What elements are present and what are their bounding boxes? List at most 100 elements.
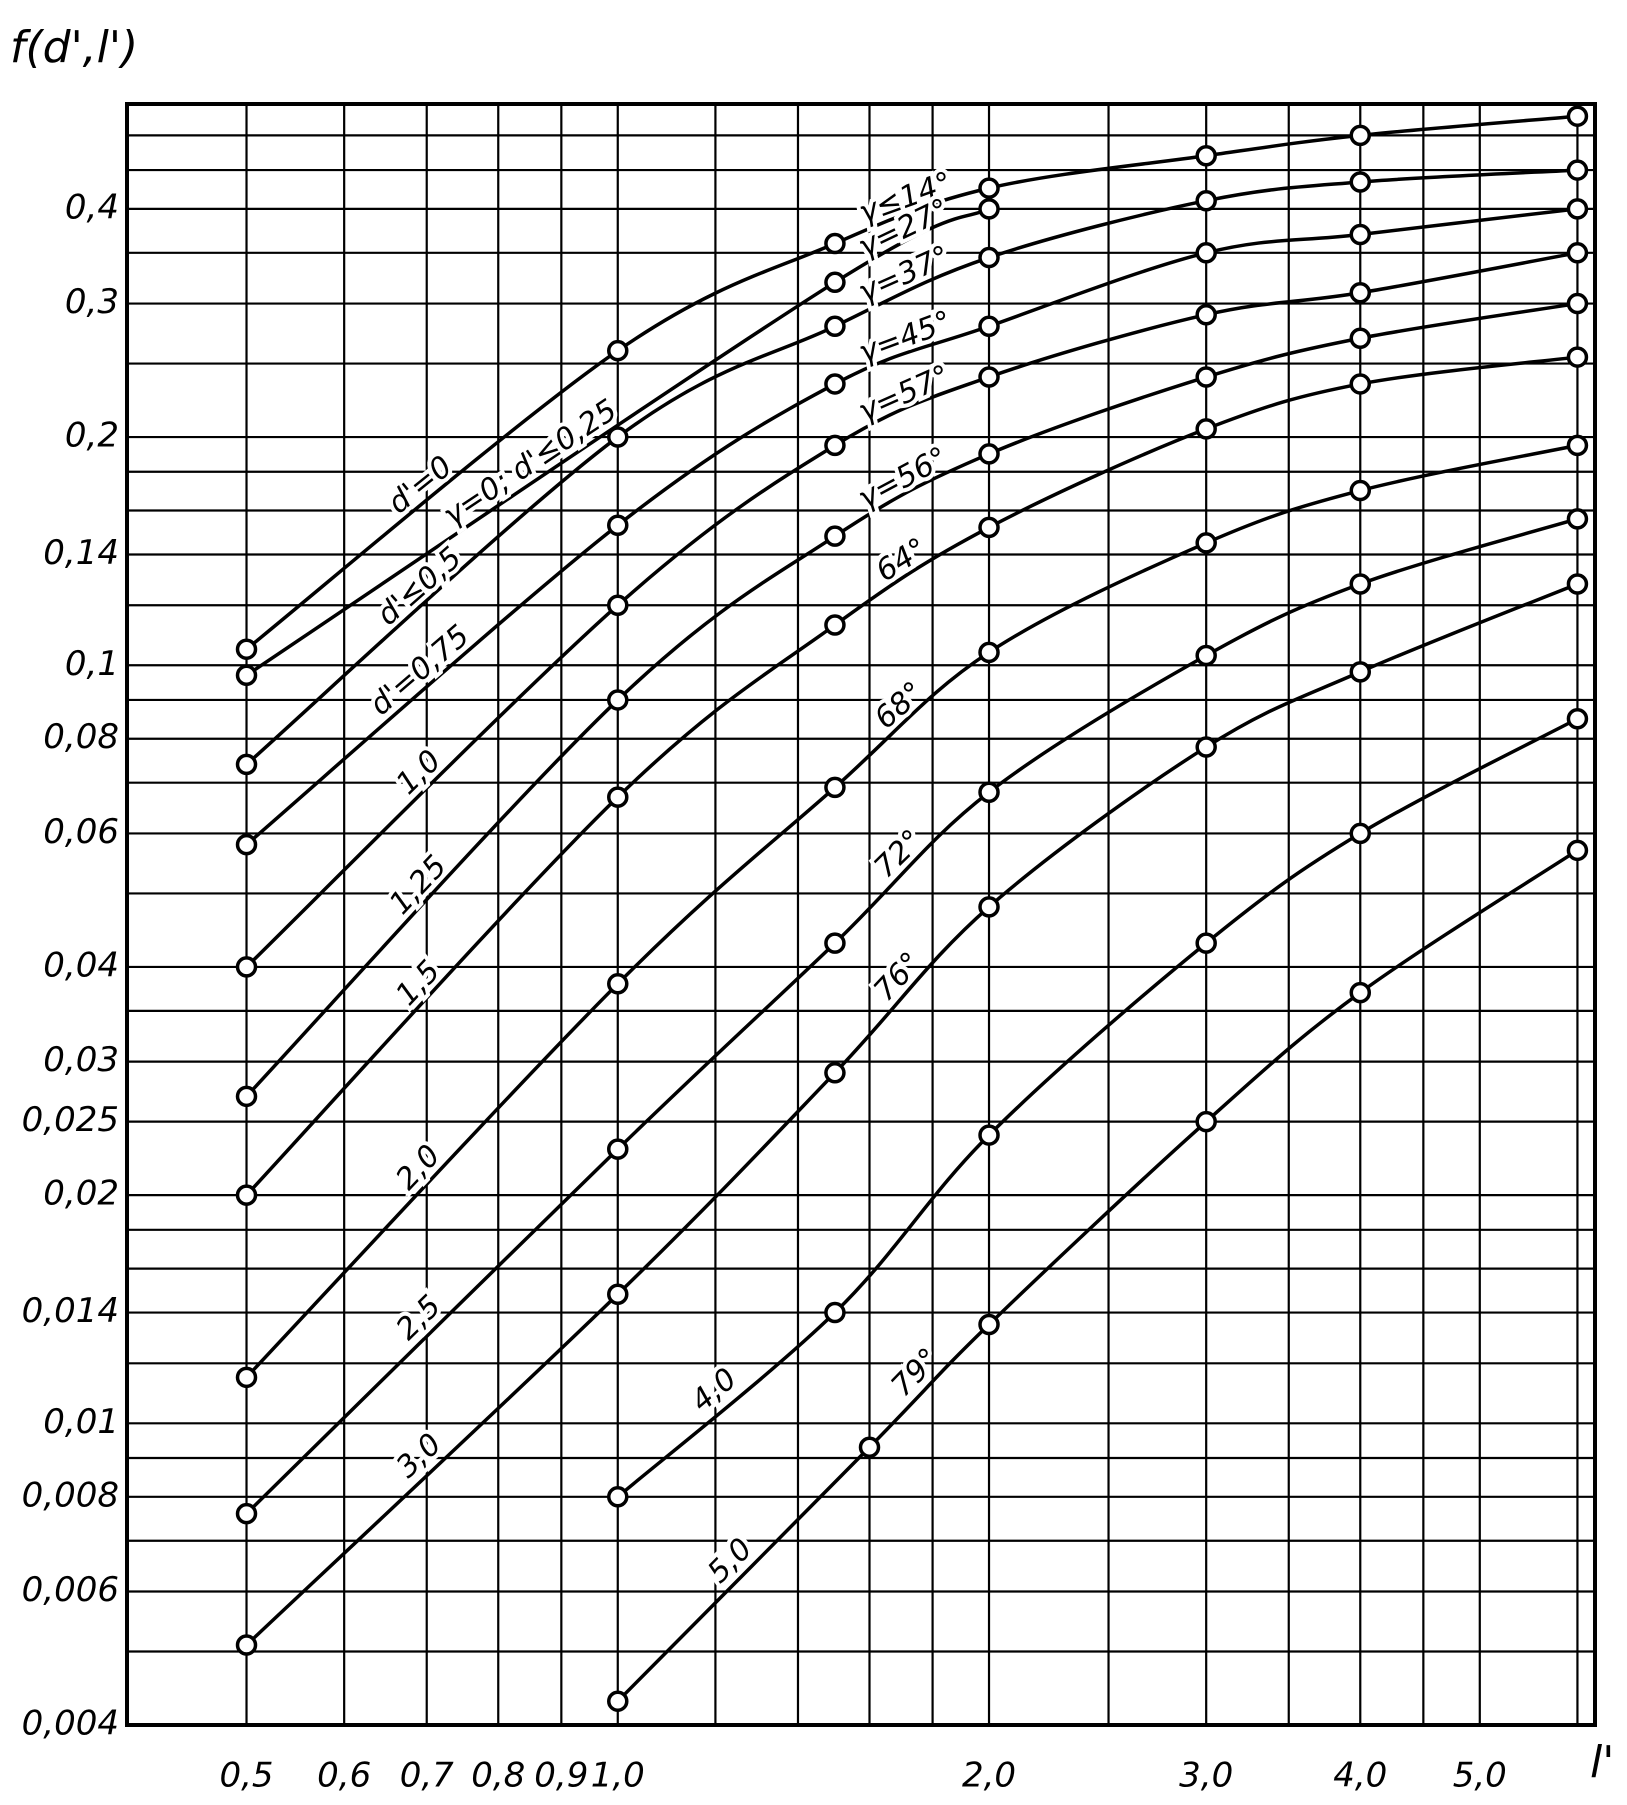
point	[978, 315, 1000, 338]
point	[607, 689, 629, 711]
point	[978, 177, 1000, 199]
curve	[245, 207, 990, 677]
point	[1566, 292, 1589, 315]
point	[978, 198, 1000, 220]
y-axis-label: f(d',l')	[10, 22, 138, 73]
point	[1349, 373, 1372, 395]
curve-label: γ=0; d'≤0,25	[437, 393, 623, 534]
curve	[245, 443, 1578, 1379]
point	[824, 232, 846, 255]
x-tick-label: 2,0	[962, 1756, 1016, 1796]
x-tick-label: 3,0	[1179, 1756, 1233, 1796]
y-tick-label: 0,014	[22, 1291, 119, 1331]
point	[978, 443, 1000, 465]
point	[978, 516, 1000, 539]
point	[1566, 839, 1589, 862]
curve-label: 3,0	[390, 1427, 449, 1485]
x-tick-label: 0,6	[317, 1756, 371, 1796]
point	[858, 1436, 881, 1458]
point	[1349, 573, 1372, 595]
point	[1195, 418, 1217, 440]
y-tick-label: 0,006	[22, 1570, 119, 1610]
point	[1566, 508, 1589, 530]
y-tick-label: 0,08	[43, 717, 119, 757]
point	[1349, 171, 1372, 193]
point	[607, 1138, 629, 1160]
point	[1349, 981, 1372, 1004]
curve	[245, 582, 1579, 1647]
point	[1195, 736, 1217, 758]
y-tick-label: 0,004	[22, 1704, 119, 1744]
point	[978, 781, 1000, 803]
point	[235, 638, 258, 660]
point	[978, 366, 1000, 388]
point	[1566, 346, 1589, 368]
x-tick-label: 0,8	[471, 1756, 525, 1796]
point	[824, 525, 846, 547]
point	[1566, 105, 1589, 127]
point	[1195, 189, 1217, 212]
point	[1349, 661, 1372, 683]
point	[1195, 145, 1217, 167]
y-tick-label: 0,3	[65, 282, 119, 322]
point	[824, 1301, 846, 1324]
point	[607, 339, 629, 362]
point	[1566, 434, 1589, 457]
point	[978, 246, 1000, 269]
point	[824, 271, 846, 294]
point	[824, 932, 846, 954]
curve-label: d'=0,75	[363, 618, 476, 722]
point	[235, 1366, 258, 1389]
point	[824, 373, 846, 395]
point	[607, 426, 629, 448]
y-tick-label: 0,02	[43, 1174, 119, 1214]
point	[607, 1486, 629, 1508]
point	[235, 956, 258, 978]
y-tick-label: 0,01	[43, 1402, 119, 1442]
point	[824, 614, 846, 636]
y-tick-label: 0,03	[43, 1040, 119, 1080]
curve-label: 4,0	[685, 1361, 744, 1419]
curve-label: 64°	[870, 531, 934, 589]
x-tick-label: 0,7	[400, 1756, 454, 1796]
x-tick-label: 5,0	[1453, 1756, 1507, 1796]
point	[1566, 242, 1589, 264]
point	[1349, 479, 1372, 502]
y-tick-label: 0,14	[43, 533, 119, 573]
point	[607, 1283, 629, 1306]
point	[1195, 366, 1217, 388]
x-axis-label: l'	[1590, 1737, 1614, 1788]
x-tick-label: 0,9	[534, 1756, 588, 1796]
y-tick-label: 0,008	[22, 1475, 119, 1515]
curve	[616, 717, 1579, 1499]
curve	[616, 848, 1579, 1703]
curve-label: 2,5	[390, 1289, 449, 1347]
point	[1349, 223, 1372, 246]
point	[1566, 159, 1589, 181]
point	[235, 1085, 258, 1108]
point	[1195, 242, 1217, 264]
point	[978, 896, 1000, 918]
curve-label: 1,25	[383, 849, 454, 922]
plot-frame	[125, 102, 1597, 1727]
point	[607, 1690, 629, 1712]
y-tick-label: 0,025	[22, 1100, 119, 1140]
point	[1195, 644, 1217, 667]
point	[1349, 327, 1372, 349]
point	[824, 1062, 846, 1084]
point	[235, 1634, 258, 1656]
point	[607, 973, 629, 995]
point	[235, 833, 258, 856]
point	[1566, 198, 1589, 220]
y-tick-label: 0,2	[65, 416, 119, 456]
y-tick-label: 0,4	[65, 187, 119, 227]
point	[1566, 708, 1589, 730]
point	[1349, 124, 1372, 147]
point	[607, 594, 629, 616]
point	[1195, 932, 1217, 954]
point	[1195, 303, 1217, 326]
point	[607, 514, 629, 536]
y-tick-label: 0,06	[43, 812, 119, 852]
point	[824, 434, 846, 457]
x-tick-label: 0,5	[219, 1756, 273, 1796]
